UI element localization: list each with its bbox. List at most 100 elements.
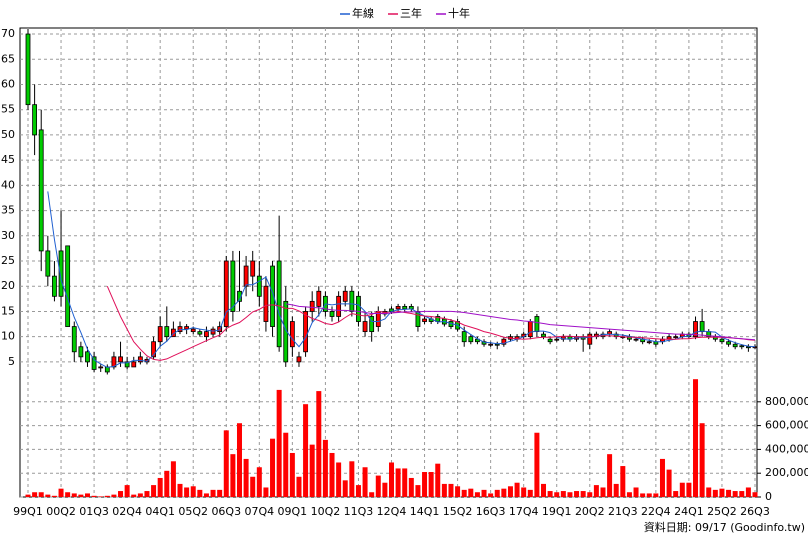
volume-bar	[441, 483, 447, 497]
volume-bar	[706, 487, 712, 497]
candle-body	[673, 336, 679, 339]
volume-bar	[422, 472, 428, 497]
volume-bar	[547, 491, 553, 497]
volume-bar	[679, 482, 685, 497]
volume-bar	[177, 483, 183, 497]
volume-bar	[197, 489, 203, 497]
volume-bar	[322, 439, 328, 497]
candle-body	[131, 361, 137, 368]
candle-body	[52, 275, 57, 297]
candle-body	[38, 129, 44, 252]
volume-bar	[124, 485, 130, 497]
volume-bar	[580, 491, 586, 497]
volume-bar	[481, 489, 487, 497]
volume-bar	[488, 493, 494, 497]
volume-bar	[309, 444, 315, 497]
candle-body	[190, 328, 196, 333]
volume-bar	[534, 432, 540, 497]
volume-bar	[745, 487, 751, 497]
volume-bar	[58, 488, 64, 497]
y-tick-label: 30	[1, 229, 15, 242]
volume-bar	[157, 477, 163, 497]
candle-body	[263, 285, 269, 322]
legend-label: 三年	[400, 6, 422, 20]
volume-bar	[719, 488, 725, 497]
candle-body	[468, 336, 474, 343]
ma-line	[47, 191, 756, 368]
candle-body	[342, 290, 348, 302]
volume-bar	[111, 494, 117, 497]
volume-bar	[567, 492, 573, 497]
volume-bar	[51, 495, 57, 497]
volume-bar	[230, 454, 236, 497]
volume-bar	[131, 494, 137, 497]
volume-bar	[554, 492, 560, 497]
y-tick-label: 65	[1, 52, 15, 65]
ma-line	[285, 303, 756, 341]
candle-body	[98, 366, 104, 369]
candle-body	[164, 326, 170, 338]
volume-bar	[349, 461, 355, 497]
volume-bar	[646, 493, 652, 497]
volume-bar	[395, 468, 401, 497]
x-tick-label: 17Q4	[509, 505, 539, 518]
candle-body	[85, 351, 90, 363]
x-tick-label: 12Q4	[377, 505, 407, 518]
candle-body	[527, 321, 533, 338]
volume-bar	[329, 452, 335, 497]
volume-bar	[693, 379, 699, 497]
volume-bar	[699, 423, 705, 497]
volume-bar	[726, 489, 732, 497]
candle-body	[356, 295, 361, 322]
candle-body	[752, 346, 758, 349]
candle-body	[362, 321, 368, 333]
volume-bar	[574, 491, 580, 497]
candle-body	[541, 333, 546, 338]
volume-bar	[256, 467, 262, 497]
volume-bar	[507, 486, 513, 497]
x-tick-label: 19Q1	[542, 505, 572, 518]
volume-bar	[382, 482, 388, 497]
candle-body	[58, 250, 64, 297]
volume-bar	[527, 489, 533, 497]
volume-bar	[455, 486, 461, 497]
volume-bar	[732, 491, 738, 497]
x-tick-label: 06Q3	[211, 505, 241, 518]
volume-bar	[448, 483, 454, 497]
candle-body	[501, 338, 507, 345]
candle-body	[256, 275, 262, 297]
volume-bar	[739, 491, 745, 497]
volume-bar	[607, 454, 613, 497]
x-tick-label: 20Q2	[575, 505, 605, 518]
y-tick-label: 35	[1, 204, 15, 217]
volume-bar	[666, 469, 672, 497]
candle-body	[461, 331, 467, 343]
x-tick-label: 01Q3	[79, 505, 109, 518]
candle-body	[32, 104, 38, 136]
volume-bar	[170, 461, 176, 497]
candle-body	[177, 326, 183, 333]
y-tick-label: 60	[1, 77, 15, 90]
y-tick-label: 70	[1, 27, 15, 40]
volume-bar	[38, 492, 44, 497]
y-tick-label: 20	[1, 279, 15, 292]
candle-body	[554, 338, 560, 341]
candle-body	[547, 338, 553, 343]
x-tick-label: 25Q2	[707, 505, 737, 518]
volume-bar	[45, 494, 51, 497]
volume-bar	[217, 489, 223, 497]
x-tick-label: 11Q3	[344, 505, 374, 518]
candle-body	[296, 356, 302, 363]
candle-body	[309, 300, 315, 312]
candle-body	[243, 265, 249, 287]
volume-bar	[593, 485, 599, 497]
volume-bar	[270, 438, 276, 497]
volume-bar	[289, 452, 295, 497]
volume-bar	[501, 488, 507, 497]
y-tick-label: 5	[8, 355, 15, 368]
volume-bar	[514, 482, 520, 497]
volume-bar	[210, 489, 216, 497]
candle-body	[204, 331, 209, 338]
volume-bar	[78, 494, 84, 497]
y2-tick-label: 800,000	[765, 395, 808, 408]
